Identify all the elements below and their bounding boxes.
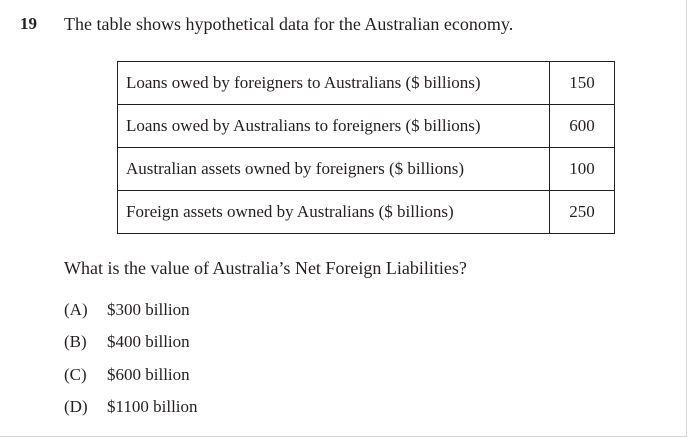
answer-options: (A) $300 billion (B) $400 billion (C) $600 … bbox=[64, 300, 198, 429]
row-value: 100 bbox=[549, 147, 615, 191]
option-text: $400 billion bbox=[107, 332, 190, 352]
row-value: 250 bbox=[549, 190, 615, 234]
option-text: $300 billion bbox=[107, 300, 190, 319]
option-letter: (D) bbox=[64, 396, 88, 416]
option-letter: (C) bbox=[64, 364, 87, 384]
option-b[interactable]: (B) $400 billion bbox=[64, 332, 198, 364]
question-prompt: What is the value of Australia’s Net For… bbox=[64, 258, 467, 278]
option-a[interactable]: (A) $300 billion bbox=[64, 300, 198, 332]
option-text: $1100 billion bbox=[107, 396, 198, 416]
option-d[interactable]: (D) $1100 billion bbox=[64, 397, 198, 429]
option-c[interactable]: (C) $600 billion bbox=[64, 365, 198, 397]
question-stem: The table shows hypothetical data for th… bbox=[64, 14, 514, 34]
option-letter: (A) bbox=[64, 300, 88, 319]
table-row: Loans owed by foreigners to Australians … bbox=[117, 61, 615, 105]
table-row: Foreign assets owned by Australians ($ b… bbox=[117, 190, 615, 234]
row-value: 600 bbox=[549, 104, 615, 148]
table-row: Australian assets owned by foreigners ($… bbox=[117, 147, 615, 191]
table-row: Loans owed by Australians to foreigners … bbox=[117, 104, 615, 148]
row-value: 150 bbox=[549, 61, 615, 105]
row-label: Loans owed by Australians to foreigners … bbox=[117, 104, 550, 148]
data-table: Loans owed by foreigners to Australians … bbox=[117, 61, 615, 234]
row-label: Foreign assets owned by Australians ($ b… bbox=[117, 190, 550, 234]
row-label: Australian assets owned by foreigners ($… bbox=[117, 147, 550, 191]
option-letter: (B) bbox=[64, 332, 87, 352]
question-number: 19 bbox=[20, 14, 37, 33]
option-text: $600 billion bbox=[107, 364, 190, 384]
row-label: Loans owed by foreigners to Australians … bbox=[117, 61, 550, 105]
